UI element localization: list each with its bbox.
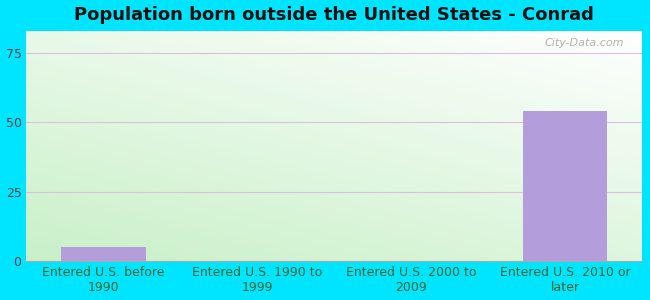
Bar <box>523 111 608 261</box>
Text: City-Data.com: City-Data.com <box>544 38 623 48</box>
Title: Population born outside the United States - Conrad: Population born outside the United State… <box>74 6 594 24</box>
Bar <box>61 247 146 261</box>
